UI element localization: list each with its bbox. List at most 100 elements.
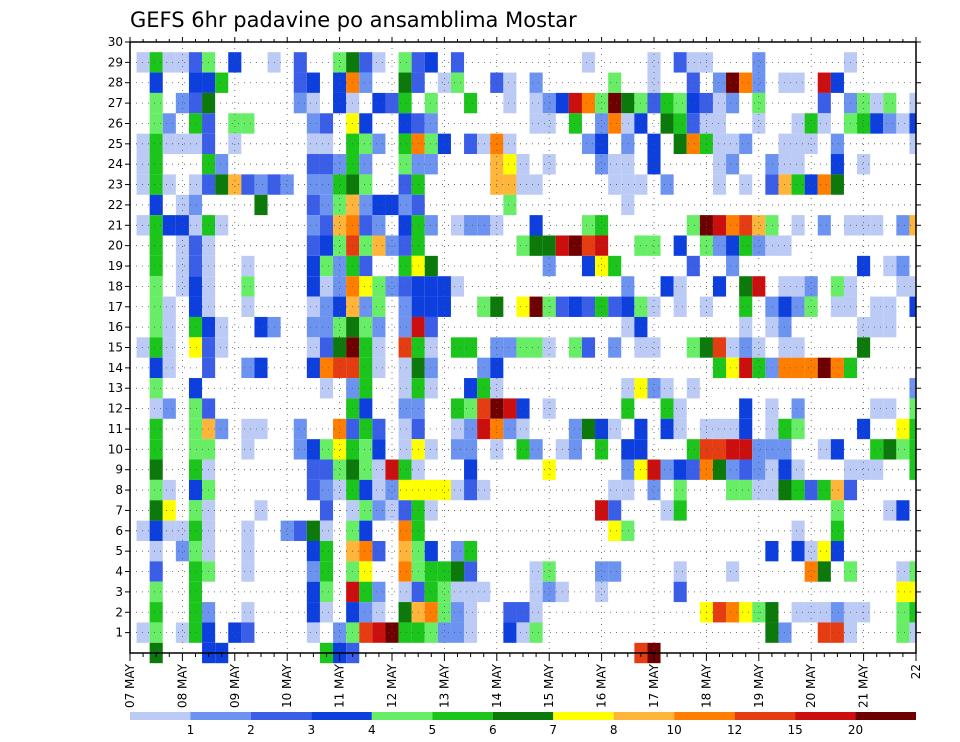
heatmap-cell: [503, 622, 517, 643]
heatmap-cell: [215, 154, 229, 175]
heatmap-cell: [686, 378, 700, 399]
heatmap-cell: [319, 520, 334, 541]
heatmap-cell: [726, 357, 740, 379]
heatmap-cell: [319, 337, 334, 358]
heatmap-cell: [896, 622, 910, 643]
heatmap-cell: [621, 316, 635, 338]
heatmap-cell: [162, 500, 176, 521]
heatmap-cell: [398, 154, 412, 175]
heatmap-cell: [398, 276, 412, 297]
heatmap-cell: [464, 92, 478, 114]
heatmap-cell: [542, 92, 556, 114]
legend-swatch: [855, 712, 916, 720]
heatmap-cell: [162, 337, 176, 358]
heatmap-cell: [398, 540, 412, 562]
heatmap-cell: [333, 357, 347, 379]
x-axis: 07 MAY 08 MAY 09 MAY 10 MAY 11 MAY 12 MAY 13 M…: [123, 37, 923, 708]
heatmap-cell: [817, 622, 831, 643]
heatmap-cell: [883, 255, 897, 277]
heatmap-cell: [188, 337, 203, 358]
heatmap-cell: [791, 418, 805, 440]
heatmap-cell: [372, 92, 386, 114]
heatmap-cell: [726, 561, 740, 582]
heatmap-cell: [149, 337, 163, 358]
heatmap-cell: [228, 113, 242, 134]
heatmap-cell: [398, 520, 412, 541]
heatmap-cell: [830, 154, 844, 175]
heatmap-cell: [464, 439, 478, 460]
heatmap-cell: [817, 561, 831, 582]
heatmap-cell: [581, 418, 596, 440]
heatmap-cell: [791, 337, 805, 358]
heatmap-cell: [149, 561, 163, 582]
heatmap-cell: [359, 255, 373, 277]
heatmap-cell: [883, 92, 897, 114]
heatmap-cell: [830, 479, 844, 501]
heatmap-cell: [739, 316, 753, 338]
heatmap-cell: [359, 316, 373, 338]
heatmap-cell: [712, 602, 727, 623]
heatmap-cell: [608, 174, 622, 195]
heatmap-cell: [162, 215, 176, 236]
heatmap-cell: [817, 479, 831, 501]
heatmap-cell: [306, 316, 320, 338]
heatmap-cell: [424, 357, 438, 379]
heatmap-cell: [464, 479, 478, 501]
heatmap-cell: [712, 215, 727, 236]
heatmap-cell: [450, 276, 465, 297]
heatmap-cell: [188, 316, 203, 338]
heatmap-cell: [149, 439, 163, 460]
heatmap-cell: [503, 418, 517, 440]
heatmap-cell: [804, 113, 818, 134]
heatmap-cell: [752, 479, 766, 501]
heatmap-cell: [516, 154, 530, 175]
heatmap-cell: [306, 296, 320, 317]
heatmap-cell: [595, 439, 609, 460]
heatmap-cell: [542, 561, 556, 582]
x-tick-label: 09 MAY: [228, 663, 242, 708]
heatmap-cell: [319, 540, 334, 562]
heatmap-cell: [765, 622, 779, 643]
heatmap-cell: [306, 622, 320, 643]
heatmap-cell: [581, 215, 596, 236]
heatmap-cell: [726, 418, 740, 440]
heatmap-cell: [608, 561, 622, 582]
y-tick-label: 7: [115, 503, 123, 517]
heatmap-cell: [188, 52, 203, 73]
heatmap-cell: [149, 92, 163, 114]
heatmap-cell: [896, 215, 910, 236]
heatmap-cell: [450, 52, 465, 73]
heatmap-cell: [241, 255, 255, 277]
legend-label: 6: [489, 723, 497, 737]
heatmap-cell: [306, 337, 320, 358]
heatmap-cell: [804, 561, 818, 582]
heatmap-cell: [398, 215, 412, 236]
heatmap-cell: [765, 439, 779, 460]
heatmap-cell: [188, 540, 203, 562]
heatmap-cell: [241, 622, 255, 643]
heatmap-cell: [883, 439, 897, 460]
heatmap-cell: [883, 316, 897, 338]
heatmap-cells: [136, 52, 916, 664]
heatmap-cell: [791, 72, 805, 93]
heatmap-cell: [516, 235, 530, 256]
heatmap-cell: [857, 255, 871, 277]
heatmap-cell: [804, 133, 818, 155]
heatmap-cell: [359, 235, 373, 256]
heatmap-cell: [306, 255, 320, 277]
heatmap-cell: [516, 296, 530, 317]
heatmap-cell: [909, 622, 916, 643]
heatmap-cell: [175, 52, 189, 73]
legend-label: 1: [187, 723, 195, 737]
heatmap-cell: [726, 92, 740, 114]
heatmap-cell: [188, 479, 203, 501]
heatmap-cell: [228, 622, 242, 643]
heatmap-cell: [909, 418, 916, 440]
heatmap-cell: [909, 459, 916, 480]
x-tick-label: 11 MAY: [333, 663, 347, 708]
heatmap-cell: [817, 540, 831, 562]
heatmap-cell: [765, 357, 779, 379]
y-tick-label: 30: [108, 35, 123, 49]
heatmap-cell: [254, 316, 268, 338]
